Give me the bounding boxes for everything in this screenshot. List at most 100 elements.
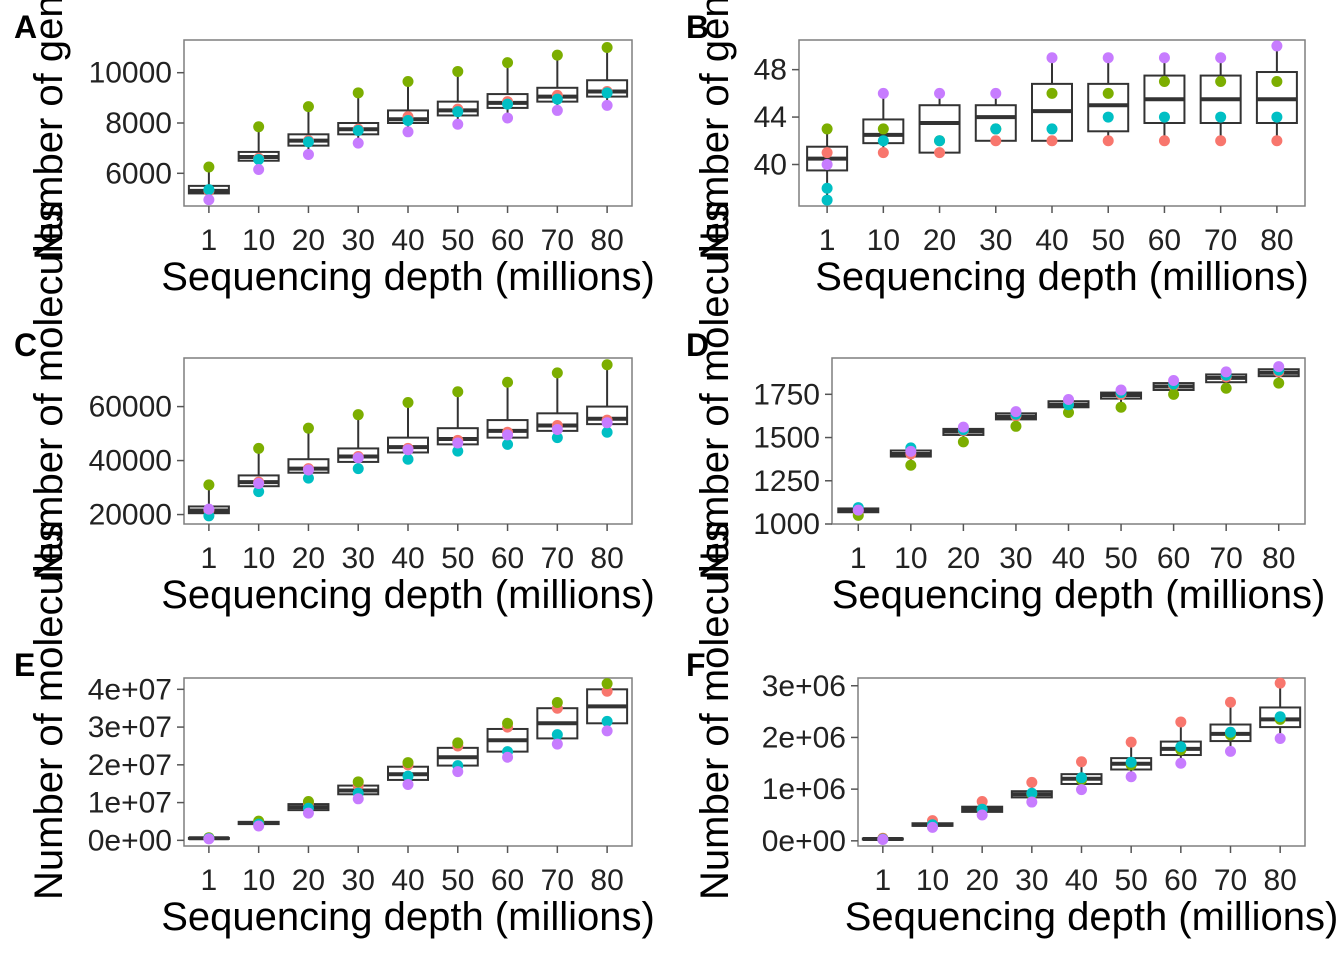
data-point (452, 437, 464, 449)
data-point (452, 65, 464, 77)
data-point (601, 42, 613, 54)
panel-letter: E (14, 647, 35, 683)
panel-letter: A (14, 9, 37, 45)
x-tick-label: 80 (590, 224, 623, 257)
data-point (452, 766, 464, 778)
data-point (957, 436, 969, 448)
x-tick-label: 70 (1209, 542, 1242, 575)
y-axis-title: Number of genes detected (693, 0, 737, 260)
data-point (1225, 745, 1236, 757)
x-tick-label: 50 (1104, 542, 1137, 575)
y-tick-label: 20000 (89, 499, 172, 532)
data-point (1125, 771, 1137, 783)
y-tick-label: 3e+06 (762, 670, 846, 703)
data-point (601, 678, 613, 690)
data-point (1215, 76, 1227, 87)
x-axis-title: Sequencing depth (millions) (832, 573, 1326, 617)
boxplot-1 (806, 128, 849, 201)
x-axis-title: Sequencing depth (millions) (161, 255, 655, 299)
data-point (253, 164, 265, 176)
data-point (1168, 374, 1180, 386)
data-point (1158, 135, 1170, 147)
data-point (1063, 406, 1074, 418)
x-tick-label: 70 (541, 864, 574, 897)
data-point (1102, 87, 1114, 99)
data-point (1046, 52, 1058, 64)
y-tick-label: 1250 (753, 465, 820, 498)
y-tick-label: 2e+07 (88, 749, 172, 782)
data-point (302, 807, 314, 819)
data-point (1102, 135, 1114, 147)
x-tick-label: 20 (292, 224, 325, 257)
data-point (1102, 111, 1114, 123)
data-point (253, 442, 265, 454)
data-point (452, 386, 464, 398)
data-point (502, 438, 514, 450)
y-tick-label: 1000 (753, 508, 820, 541)
data-point (1125, 756, 1137, 768)
data-point (203, 184, 215, 196)
data-point (877, 87, 889, 99)
y-tick-label: 48 (754, 54, 787, 87)
x-tick-label: 80 (1263, 864, 1296, 897)
data-point (203, 161, 215, 173)
panel-letter: B (686, 9, 709, 45)
data-point (402, 126, 414, 138)
data-point (452, 737, 464, 749)
x-tick-label: 1 (819, 224, 836, 257)
data-point (551, 697, 563, 709)
data-point (1010, 420, 1022, 432)
data-point (302, 136, 314, 148)
data-point (1115, 384, 1127, 396)
x-tick-label: 10 (242, 542, 275, 575)
data-point (302, 101, 314, 113)
data-point (203, 479, 215, 491)
data-point (1158, 111, 1170, 123)
data-point (1125, 736, 1137, 748)
data-point (1046, 123, 1058, 135)
data-point (957, 421, 969, 433)
data-point (1076, 756, 1087, 768)
x-tick-label: 60 (1148, 224, 1181, 257)
data-point (551, 729, 563, 741)
data-point (1225, 696, 1236, 708)
y-tick-label: 40 (754, 149, 787, 182)
data-point (905, 445, 917, 457)
x-axis-title: Sequencing depth (millions) (845, 895, 1339, 939)
data-point (253, 121, 265, 133)
x-tick-label: 50 (441, 864, 474, 897)
data-point (1046, 135, 1058, 147)
x-tick-label: 40 (391, 864, 424, 897)
panel-letter: D (686, 327, 709, 363)
data-point (352, 776, 364, 788)
data-point (905, 459, 917, 471)
data-point (601, 685, 613, 697)
data-point (352, 137, 364, 149)
data-point (551, 424, 563, 436)
y-tick-label: 2e+06 (762, 721, 846, 754)
x-tick-label: 50 (1114, 864, 1147, 897)
data-point (302, 464, 314, 476)
y-axis-title: Number of genes detected (27, 0, 71, 260)
data-point (990, 123, 1002, 135)
data-point (352, 793, 364, 805)
x-tick-label: 60 (491, 864, 524, 897)
y-axis-title: Number of molecules (693, 522, 737, 900)
data-point (821, 182, 833, 194)
data-point (1274, 677, 1286, 689)
data-point (1102, 52, 1114, 64)
data-point (502, 112, 514, 124)
data-point (990, 87, 1002, 99)
boxplot-70 (536, 55, 579, 111)
data-point (1175, 716, 1187, 728)
data-point (1271, 111, 1283, 123)
data-point (1076, 772, 1087, 784)
data-point (601, 99, 613, 111)
data-point (934, 147, 946, 159)
data-point (877, 123, 889, 135)
data-point (601, 87, 613, 99)
x-tick-label: 70 (541, 542, 574, 575)
x-tick-label: 20 (923, 224, 956, 257)
